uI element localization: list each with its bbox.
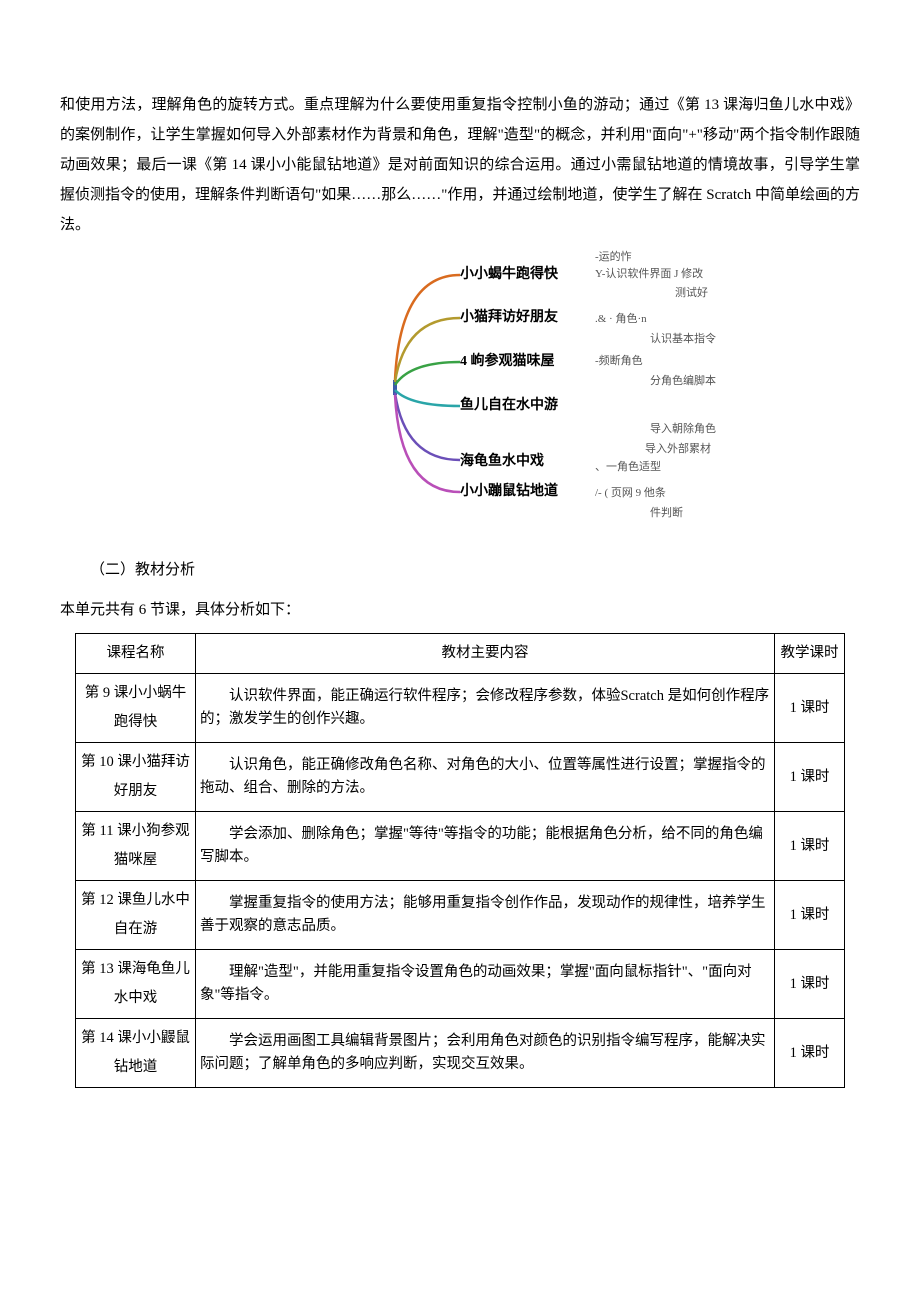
cell-hours: 1 课时 <box>775 950 845 1019</box>
cell-name: 第 11 课小狗参观猫咪屋 <box>76 812 196 881</box>
table-intro: 本单元共有 6 节课，具体分析如下： <box>60 595 860 625</box>
mm-annot: /- ( 页网 9 他条 <box>595 486 855 500</box>
cell-name: 第 9 课小小蜗牛跑得快 <box>76 674 196 743</box>
table-row: 第 14 课小小鼹鼠钻地道 学会运用画图工具编辑背景图片；会利用角色对颜色的识别… <box>76 1019 845 1088</box>
table-row: 第 13 课海龟鱼儿水中戏 理解"造型"，并能用重复指令设置角色的动画效果；掌握… <box>76 950 845 1019</box>
mm-annot: 件判断 <box>595 506 855 520</box>
cell-content: 理解"造型"，并能用重复指令设置角色的动画效果；掌握"面向鼠标指针"、"面向对象… <box>196 950 775 1019</box>
mindmap-diagram: 小小蝎牛跑得快 小猫拜访好朋友 4 岣参观猫味屋 鱼儿自在水中游 海龟鱼水中戏 … <box>60 250 860 540</box>
cell-hours: 1 课时 <box>775 1019 845 1088</box>
section-label: （二）教材分析 <box>60 555 860 585</box>
mm-node-1: 小小蝎牛跑得快 <box>460 265 590 285</box>
mm-annot: 测试好 <box>595 286 855 300</box>
mm-annot: 认识基本指令 <box>595 332 855 346</box>
cell-content: 学会运用画图工具编辑背景图片；会利用角色对颜色的识别指令编写程序，能解决实际问题… <box>196 1019 775 1088</box>
th-content: 教材主要内容 <box>196 634 775 674</box>
cell-name: 第 14 课小小鼹鼠钻地道 <box>76 1019 196 1088</box>
mindmap-branches <box>390 250 460 540</box>
cell-name: 第 10 课小猫拜访好朋友 <box>76 743 196 812</box>
mm-annot: .& · 角色·n <box>595 312 855 326</box>
cell-hours: 1 课时 <box>775 743 845 812</box>
table-header-row: 课程名称 教材主要内容 教学课时 <box>76 634 845 674</box>
mm-node-6: 小小蹦鼠钻地道 <box>460 482 590 502</box>
table-row: 第 12 课鱼儿水中自在游 掌握重复指令的使用方法；能够用重复指令创作作品，发现… <box>76 881 845 950</box>
cell-content: 认识角色，能正确修改角色名称、对角色的大小、位置等属性进行设置；掌握指令的拖动、… <box>196 743 775 812</box>
mm-annot: -运的怍 <box>595 250 855 264</box>
mm-annot: Y-认识软件界面 J 修改 <box>595 267 855 281</box>
cell-hours: 1 课时 <box>775 881 845 950</box>
intro-paragraph: 和使用方法，理解角色的旋转方式。重点理解为什么要使用重复指令控制小鱼的游动；通过… <box>60 90 860 240</box>
table-row: 第 11 课小狗参观猫咪屋 学会添加、删除角色；掌握"等待"等指令的功能；能根据… <box>76 812 845 881</box>
mm-node-4: 鱼儿自在水中游 <box>460 396 590 416</box>
table-row: 第 10 课小猫拜访好朋友 认识角色，能正确修改角色名称、对角色的大小、位置等属… <box>76 743 845 812</box>
mm-annot: -频断角色 <box>595 354 855 368</box>
table-body: 第 9 课小小蜗牛跑得快 认识软件界面，能正确运行软件程序；会修改程序参数，体验… <box>76 674 845 1088</box>
cell-content: 掌握重复指令的使用方法；能够用重复指令创作作品，发现动作的规律性，培养学生善于观… <box>196 881 775 950</box>
th-hours: 教学课时 <box>775 634 845 674</box>
mm-annot: 导入外部累材 <box>595 442 855 456</box>
table-row: 第 9 课小小蜗牛跑得快 认识软件界面，能正确运行软件程序；会修改程序参数，体验… <box>76 674 845 743</box>
cell-name: 第 12 课鱼儿水中自在游 <box>76 881 196 950</box>
mm-node-3: 4 岣参观猫味屋 <box>460 352 590 372</box>
cell-hours: 1 课时 <box>775 674 845 743</box>
mm-node-2: 小猫拜访好朋友 <box>460 308 590 328</box>
cell-name: 第 13 课海龟鱼儿水中戏 <box>76 950 196 1019</box>
cell-content: 学会添加、删除角色；掌握"等待"等指令的功能；能根据角色分析，给不同的角色编写脚… <box>196 812 775 881</box>
cell-hours: 1 课时 <box>775 812 845 881</box>
mm-annot: 、一角色适型 <box>595 460 855 474</box>
mm-annot: 导入朝除角色 <box>595 422 855 436</box>
mm-node-5: 海龟鱼水中戏 <box>460 452 590 472</box>
cell-content: 认识软件界面，能正确运行软件程序；会修改程序参数，体验Scratch 是如何创作… <box>196 674 775 743</box>
course-table: 课程名称 教材主要内容 教学课时 第 9 课小小蜗牛跑得快 认识软件界面，能正确… <box>75 633 845 1088</box>
mm-annot: 分角色编脚本 <box>595 374 855 388</box>
th-name: 课程名称 <box>76 634 196 674</box>
